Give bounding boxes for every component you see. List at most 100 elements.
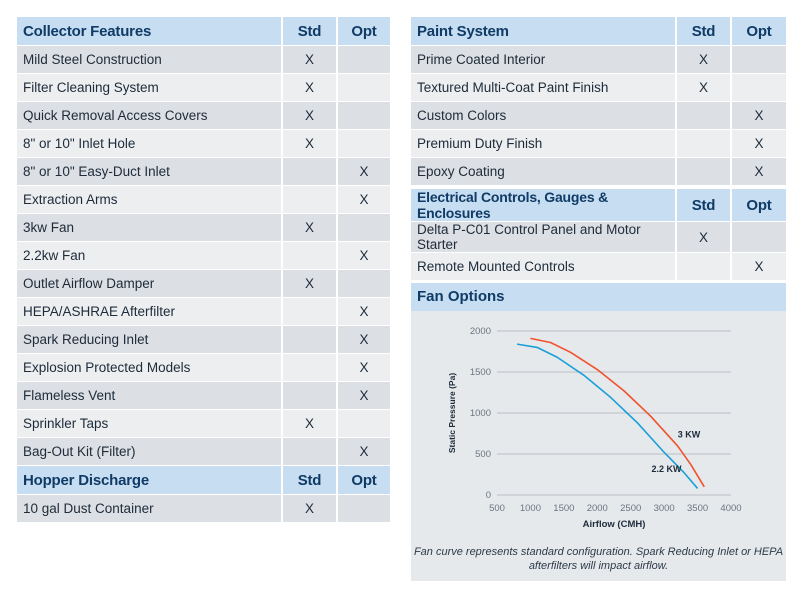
opt-mark: X [730, 102, 786, 130]
std-mark: X [281, 130, 336, 158]
opt-mark: X [336, 354, 390, 382]
table-row: Textured Multi-Coat Paint Finish X [411, 74, 786, 102]
opt-mark [336, 410, 390, 438]
table-row: Explosion Protected Models X [17, 354, 390, 382]
feature-label: Epoxy Coating [411, 158, 675, 186]
y-tick-label: 1500 [470, 367, 491, 378]
table-row: Custom Colors X [411, 102, 786, 130]
feature-label: 8" or 10" Easy-Duct Inlet [17, 158, 281, 186]
opt-mark: X [336, 242, 390, 270]
std-mark: X [281, 410, 336, 438]
collector-features-title: Collector Features [17, 17, 281, 46]
x-tick-label: 3000 [654, 503, 675, 514]
opt-mark [336, 214, 390, 242]
std-mark [675, 158, 730, 186]
y-tick-label: 0 [486, 490, 491, 501]
feature-label: Remote Mounted Controls [411, 253, 675, 281]
hopper-discharge-table: Hopper Discharge Std Opt 10 gal Dust Con… [17, 466, 390, 523]
std-mark [281, 382, 336, 410]
opt-mark [336, 102, 390, 130]
opt-header: Opt [730, 189, 786, 222]
opt-mark: X [730, 253, 786, 281]
opt-mark [730, 222, 786, 253]
table-row: 10 gal Dust Container X [17, 495, 390, 523]
x-tick-label: 3500 [687, 503, 708, 514]
y-axis-label: Static Pressure (Pa) [447, 373, 457, 453]
opt-mark: X [336, 382, 390, 410]
fan-curve-chart: 0 500 1000 1500 2000 500 1000 1500 2000 2500 3000 3… [447, 326, 742, 530]
table-row: 2.2kw Fan X [17, 242, 390, 270]
feature-label: 10 gal Dust Container [17, 495, 281, 523]
table-row: Prime Coated Interior X [411, 46, 786, 74]
opt-mark: X [730, 130, 786, 158]
table-row: 3kw Fan X [17, 214, 390, 242]
feature-label: Delta P-C01 Control Panel and Motor Star… [411, 222, 675, 253]
std-mark: X [281, 495, 336, 523]
table-row: Sprinkler Taps X [17, 410, 390, 438]
hopper-discharge-title: Hopper Discharge [17, 466, 281, 495]
x-tick-label: 2500 [620, 503, 641, 514]
table-row: Spark Reducing Inlet X [17, 326, 390, 354]
table-row: Quick Removal Access Covers X [17, 102, 390, 130]
std-mark [675, 130, 730, 158]
opt-mark: X [336, 158, 390, 186]
x-tick-label: 1500 [553, 503, 574, 514]
std-mark [675, 253, 730, 281]
opt-header: Opt [336, 466, 390, 495]
opt-mark: X [336, 326, 390, 354]
opt-mark: X [336, 298, 390, 326]
feature-label: 2.2kw Fan [17, 242, 281, 270]
series-line-2-2kw [516, 343, 699, 489]
opt-mark [336, 130, 390, 158]
std-header: Std [281, 466, 336, 495]
std-mark: X [281, 46, 336, 74]
std-mark: X [675, 222, 730, 253]
std-header: Std [675, 17, 730, 46]
feature-label: HEPA/ASHRAE Afterfilter [17, 298, 281, 326]
left-column: Collector Features Std Opt Mild Steel Co… [17, 17, 390, 523]
opt-mark [336, 495, 390, 523]
series-label: 2.2 KW [652, 464, 683, 474]
std-mark: X [281, 74, 336, 102]
opt-mark [336, 270, 390, 298]
fan-options-panel: Fan Options 0 500 1000 1500 2000 500 1000 1500 2… [411, 283, 786, 581]
table-row: Filter Cleaning System X [17, 74, 390, 102]
std-mark [675, 102, 730, 130]
feature-label: Filter Cleaning System [17, 74, 281, 102]
opt-header: Opt [730, 17, 786, 46]
opt-header: Opt [336, 17, 390, 46]
feature-label: Textured Multi-Coat Paint Finish [411, 74, 675, 102]
std-mark [281, 186, 336, 214]
table-row: HEPA/ASHRAE Afterfilter X [17, 298, 390, 326]
std-mark [281, 158, 336, 186]
electrical-controls-table: Electrical Controls, Gauges & Enclosures… [411, 189, 786, 281]
y-tick-label: 1000 [470, 408, 491, 419]
series-line-3kw [530, 337, 705, 488]
std-mark [281, 326, 336, 354]
opt-mark [730, 46, 786, 74]
table-row: Bag-Out Kit (Filter) X [17, 438, 390, 466]
right-column: Paint System Std Opt Prime Coated Interi… [411, 17, 786, 281]
feature-label: Bag-Out Kit (Filter) [17, 438, 281, 466]
std-mark: X [281, 102, 336, 130]
opt-mark [336, 74, 390, 102]
std-mark [281, 242, 336, 270]
fan-curve-note: Fan curve represents standard configurat… [413, 546, 784, 572]
std-mark: X [675, 74, 730, 102]
feature-label: Custom Colors [411, 102, 675, 130]
table-row: Extraction Arms X [17, 186, 390, 214]
opt-mark: X [730, 158, 786, 186]
x-tick-label: 2000 [587, 503, 608, 514]
x-tick-label: 500 [489, 503, 505, 514]
table-row: 8" or 10" Inlet Hole X [17, 130, 390, 158]
paint-system-table: Paint System Std Opt Prime Coated Interi… [411, 17, 786, 186]
x-tick-label: 1000 [520, 503, 541, 514]
table-row: Mild Steel Construction X [17, 46, 390, 74]
std-mark [281, 354, 336, 382]
std-mark [281, 438, 336, 466]
fan-options-title: Fan Options [411, 283, 786, 311]
table-row: Epoxy Coating X [411, 158, 786, 186]
table-row: 8" or 10" Easy-Duct Inlet X [17, 158, 390, 186]
std-mark: X [281, 270, 336, 298]
feature-label: Quick Removal Access Covers [17, 102, 281, 130]
